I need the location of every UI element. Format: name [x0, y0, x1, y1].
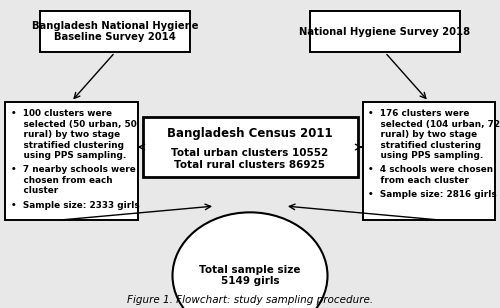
- Text: selected (50 urban, 50: selected (50 urban, 50: [11, 120, 137, 129]
- Text: National Hygiene Survey 2018: National Hygiene Survey 2018: [300, 26, 470, 37]
- Text: rural) by two stage: rural) by two stage: [368, 130, 478, 139]
- Text: using PPS sampling.: using PPS sampling.: [368, 151, 484, 160]
- Text: selected (104 urban, 72: selected (104 urban, 72: [368, 120, 500, 129]
- FancyBboxPatch shape: [5, 102, 138, 220]
- Text: using PPS sampling.: using PPS sampling.: [11, 151, 126, 160]
- Text: stratified clustering: stratified clustering: [368, 141, 482, 150]
- Text: cluster: cluster: [11, 186, 58, 195]
- Text: •  4 schools were chosen: • 4 schools were chosen: [368, 165, 494, 174]
- Text: •  176 clusters were: • 176 clusters were: [368, 109, 470, 118]
- Text: •  100 clusters were: • 100 clusters were: [11, 109, 112, 118]
- Text: Bangladesh National Hygiene
Baseline Survey 2014: Bangladesh National Hygiene Baseline Sur…: [32, 21, 198, 43]
- Text: stratified clustering: stratified clustering: [11, 141, 124, 150]
- Text: chosen from each: chosen from each: [11, 176, 112, 185]
- Text: Figure 1. Flowchart: study sampling procedure.: Figure 1. Flowchart: study sampling proc…: [127, 295, 373, 305]
- Text: Total sample size
5149 girls: Total sample size 5149 girls: [199, 265, 301, 286]
- FancyBboxPatch shape: [310, 11, 460, 52]
- Text: Bangladesh Census 2011: Bangladesh Census 2011: [167, 127, 333, 140]
- Text: •  Sample size: 2333 girls: • Sample size: 2333 girls: [11, 201, 140, 209]
- Text: •  Sample size: 2816 girls: • Sample size: 2816 girls: [368, 190, 497, 199]
- FancyBboxPatch shape: [362, 102, 495, 220]
- FancyBboxPatch shape: [40, 11, 190, 52]
- Text: rural) by two stage: rural) by two stage: [11, 130, 120, 139]
- Ellipse shape: [172, 212, 328, 308]
- Text: •  7 nearby schools were: • 7 nearby schools were: [11, 165, 136, 174]
- Text: Total urban clusters 10552
Total rural clusters 86925: Total urban clusters 10552 Total rural c…: [172, 148, 328, 170]
- Text: from each cluster: from each cluster: [368, 176, 470, 185]
- FancyBboxPatch shape: [142, 117, 358, 177]
